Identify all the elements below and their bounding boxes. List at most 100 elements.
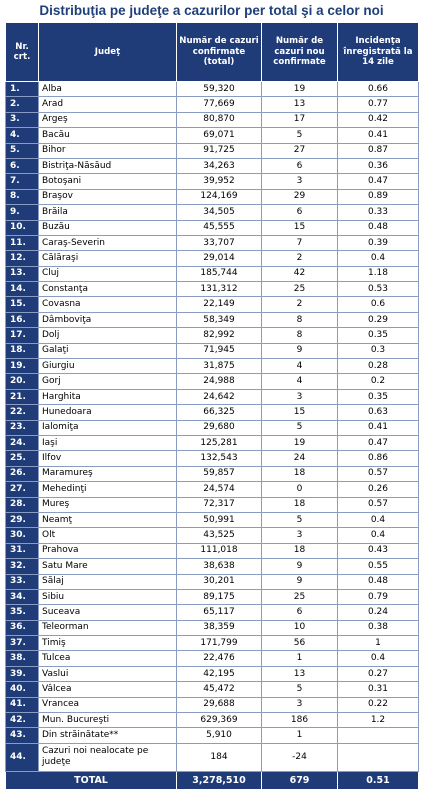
row-judet: Constanţa (38, 281, 177, 298)
row-judet: Covasna (38, 296, 177, 313)
row-confirmate: 38,638 (176, 558, 262, 575)
total-noi: 679 (261, 770, 338, 790)
row-confirmate: 111,018 (176, 542, 262, 560)
row-incidenta: 0.57 (337, 465, 419, 483)
row-judet: Sibiu (38, 588, 177, 606)
header-confirmate: Număr de cazuri confirmate (total) (176, 22, 262, 82)
row-incidenta: 0.2 (337, 373, 419, 390)
row-incidenta: 0.36 (337, 157, 419, 175)
row-incidenta: 0.38 (337, 619, 419, 637)
row-judet: Bacău (38, 127, 177, 144)
row-incidenta: 0.6 (337, 296, 419, 313)
row-incidenta: 0.87 (337, 142, 419, 159)
row-incidenta: 0.33 (337, 204, 419, 221)
row-judet: Dâmboviţa (38, 311, 177, 329)
row-nr: 7. (5, 173, 39, 190)
table-row: 26. Maramureş 59,857 18 0.57 (5, 465, 419, 483)
row-confirmate: 30,201 (176, 573, 262, 590)
row-incidenta: 0.41 (337, 127, 419, 144)
row-nr: 4. (5, 127, 39, 144)
row-judet: Mun. Bucureşti (38, 712, 177, 729)
row-incidenta: 1.18 (337, 265, 419, 283)
row-noi: 10 (261, 619, 338, 637)
row-nr: 35. (5, 604, 39, 621)
row-confirmate: 124,169 (176, 188, 262, 206)
row-judet: Maramureş (38, 465, 177, 483)
header-incidenta: Incidenţa înregistrată la 14 zile (337, 22, 419, 82)
row-noi: 18 (261, 542, 338, 560)
row-incidenta (337, 742, 419, 772)
total-confirmate: 3,278,510 (176, 770, 262, 790)
row-noi: 18 (261, 496, 338, 513)
row-confirmate: 69,071 (176, 127, 262, 144)
row-confirmate: 31,875 (176, 358, 262, 375)
row-judet: Din străinătate** (38, 727, 177, 744)
row-confirmate: 45,555 (176, 219, 262, 236)
row-judet: Olt (38, 527, 177, 544)
row-incidenta: 0.43 (337, 542, 419, 560)
row-incidenta: 0.48 (337, 573, 419, 590)
row-incidenta: 1.2 (337, 712, 419, 729)
row-confirmate: 22,476 (176, 650, 262, 667)
row-noi: 5 (261, 419, 338, 436)
row-confirmate: 89,175 (176, 588, 262, 606)
row-nr: 29. (5, 511, 39, 529)
row-noi: 5 (261, 681, 338, 698)
table-row: 34. Sibiu 89,175 25 0.79 (5, 588, 419, 606)
row-judet: Caraş-Severin (38, 234, 177, 252)
row-noi: 8 (261, 311, 338, 329)
row-incidenta: 0.79 (337, 588, 419, 606)
row-judet: Bistriţa-Năsăud (38, 157, 177, 175)
row-confirmate: 59,320 (176, 80, 262, 98)
row-noi: 25 (261, 588, 338, 606)
row-incidenta: 0.39 (337, 234, 419, 252)
table-row: 44. Cazuri noi nealocate pe judeţe 184 -24 (5, 742, 419, 772)
table-row: 4. Bacău 69,071 5 0.41 (5, 127, 419, 144)
row-confirmate: 171,799 (176, 635, 262, 652)
row-incidenta: 0.66 (337, 80, 419, 98)
row-judet: Călăraşi (38, 250, 177, 267)
row-confirmate: 72,317 (176, 496, 262, 513)
row-noi: 13 (261, 96, 338, 113)
row-noi: 3 (261, 527, 338, 544)
table-row: 27. Mehedinţi 24,574 0 0.26 (5, 481, 419, 498)
table-row: 7. Botoşani 39,952 3 0.47 (5, 173, 419, 190)
row-judet: Braşov (38, 188, 177, 206)
row-noi: 5 (261, 127, 338, 144)
row-confirmate: 184 (176, 742, 262, 772)
row-incidenta: 1 (337, 635, 419, 652)
row-nr: 26. (5, 465, 39, 483)
row-judet: Ilfov (38, 450, 177, 467)
row-incidenta: 0.28 (337, 358, 419, 375)
row-nr: 16. (5, 311, 39, 329)
row-noi: 1 (261, 727, 338, 744)
table-row: 25. Ilfov 132,543 24 0.86 (5, 450, 419, 467)
row-incidenta: 0.55 (337, 558, 419, 575)
row-noi: -24 (261, 742, 338, 772)
row-confirmate: 5,910 (176, 727, 262, 744)
row-confirmate: 38,359 (176, 619, 262, 637)
row-nr: 8. (5, 188, 39, 206)
row-judet: Mehedinţi (38, 481, 177, 498)
row-incidenta: 0.22 (337, 696, 419, 714)
row-judet: Harghita (38, 388, 177, 406)
row-nr: 38. (5, 650, 39, 667)
table-row: 2. Arad 77,669 13 0.77 (5, 96, 419, 113)
row-confirmate: 24,574 (176, 481, 262, 498)
row-nr: 10. (5, 219, 39, 236)
row-confirmate: 34,505 (176, 204, 262, 221)
row-noi: 2 (261, 250, 338, 267)
row-nr: 20. (5, 373, 39, 390)
row-judet: Vrancea (38, 696, 177, 714)
table-row: 24. Iaşi 125,281 19 0.47 (5, 434, 419, 452)
table-row: 16. Dâmboviţa 58,349 8 0.29 (5, 311, 419, 329)
row-incidenta: 0.57 (337, 496, 419, 513)
row-incidenta: 0.29 (337, 311, 419, 329)
row-nr: 43. (5, 727, 39, 744)
row-confirmate: 58,349 (176, 311, 262, 329)
row-nr: 21. (5, 388, 39, 406)
row-incidenta: 0.4 (337, 650, 419, 667)
page-title: Distribuţia pe judeţe a cazurilor per to… (39, 3, 384, 18)
row-confirmate: 45,472 (176, 681, 262, 698)
row-judet: Botoşani (38, 173, 177, 190)
